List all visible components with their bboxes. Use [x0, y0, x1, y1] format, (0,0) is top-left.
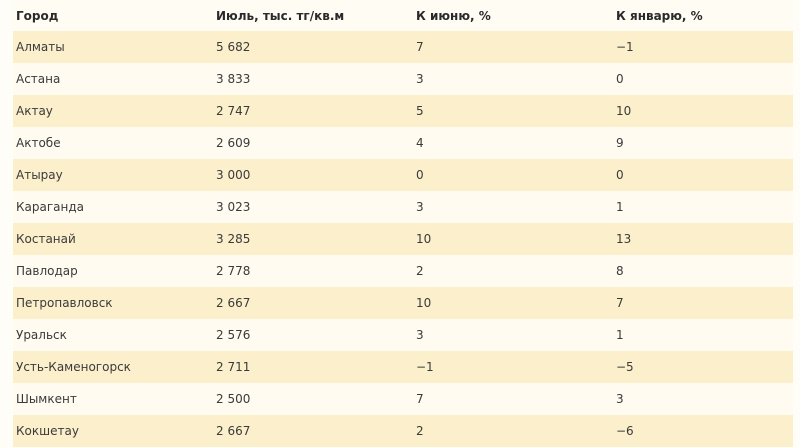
cell-city: Астана [13, 63, 213, 95]
header-july-price: Июль, тыс. тг/кв.м [213, 0, 413, 31]
cell-to-june: −1 [413, 351, 613, 383]
cell-july-price: 3 000 [213, 159, 413, 191]
cell-to-june: 3 [413, 319, 613, 351]
table-row: Костанай 3 285 10 13 [13, 223, 793, 255]
cell-to-january: 1 [613, 319, 793, 351]
cell-july-price: 2 711 [213, 351, 413, 383]
cell-city: Актобе [13, 127, 213, 159]
price-table: Город Июль, тыс. тг/кв.м К июню, % К янв… [13, 0, 793, 447]
header-row: Город Июль, тыс. тг/кв.м К июню, % К янв… [13, 0, 793, 31]
table-row: Усть-Каменогорск 2 711 −1 −5 [13, 351, 793, 383]
cell-july-price: 2 500 [213, 383, 413, 415]
cell-to-june: 7 [413, 383, 613, 415]
table-row: Павлодар 2 778 2 8 [13, 255, 793, 287]
cell-july-price: 2 778 [213, 255, 413, 287]
table-row: Астана 3 833 3 0 [13, 63, 793, 95]
table-row: Атырау 3 000 0 0 [13, 159, 793, 191]
cell-city: Караганда [13, 191, 213, 223]
cell-to-january: −5 [613, 351, 793, 383]
cell-to-june: 10 [413, 287, 613, 319]
cell-city: Петропавловск [13, 287, 213, 319]
table-row: Актау 2 747 5 10 [13, 95, 793, 127]
cell-to-january: 0 [613, 159, 793, 191]
cell-to-january: 3 [613, 383, 793, 415]
cell-to-january: −1 [613, 31, 793, 63]
cell-july-price: 2 576 [213, 319, 413, 351]
cell-to-january: 1 [613, 191, 793, 223]
cell-july-price: 3 023 [213, 191, 413, 223]
cell-july-price: 2 667 [213, 287, 413, 319]
cell-to-june: 3 [413, 63, 613, 95]
cell-city: Актау [13, 95, 213, 127]
header-to-january: К январю, % [613, 0, 793, 31]
cell-july-price: 2 667 [213, 415, 413, 447]
table-row: Петропавловск 2 667 10 7 [13, 287, 793, 319]
cell-july-price: 3 833 [213, 63, 413, 95]
cell-to-january: 8 [613, 255, 793, 287]
cell-city: Павлодар [13, 255, 213, 287]
cell-july-price: 2 747 [213, 95, 413, 127]
cell-july-price: 5 682 [213, 31, 413, 63]
cell-to-january: 0 [613, 63, 793, 95]
table-row: Уральск 2 576 3 1 [13, 319, 793, 351]
cell-city: Алматы [13, 31, 213, 63]
cell-to-june: 3 [413, 191, 613, 223]
cell-july-price: 3 285 [213, 223, 413, 255]
cell-city: Усть-Каменогорск [13, 351, 213, 383]
cell-city: Шымкент [13, 383, 213, 415]
cell-to-june: 2 [413, 255, 613, 287]
cell-to-june: 10 [413, 223, 613, 255]
cell-city: Уральск [13, 319, 213, 351]
table-row: Алматы 5 682 7 −1 [13, 31, 793, 63]
cell-to-january: 10 [613, 95, 793, 127]
table-row: Караганда 3 023 3 1 [13, 191, 793, 223]
cell-to-june: 0 [413, 159, 613, 191]
cell-to-january: 7 [613, 287, 793, 319]
cell-city: Кокшетау [13, 415, 213, 447]
table-row: Шымкент 2 500 7 3 [13, 383, 793, 415]
cell-to-june: 7 [413, 31, 613, 63]
header-to-june: К июню, % [413, 0, 613, 31]
cell-to-june: 2 [413, 415, 613, 447]
cell-to-january: 13 [613, 223, 793, 255]
table-row: Кокшетау 2 667 2 −6 [13, 415, 793, 447]
cell-to-june: 4 [413, 127, 613, 159]
cell-to-june: 5 [413, 95, 613, 127]
cell-city: Атырау [13, 159, 213, 191]
header-city: Город [13, 0, 213, 31]
cell-to-january: 9 [613, 127, 793, 159]
cell-july-price: 2 609 [213, 127, 413, 159]
cell-city: Костанай [13, 223, 213, 255]
table-row: Актобе 2 609 4 9 [13, 127, 793, 159]
cell-to-january: −6 [613, 415, 793, 447]
